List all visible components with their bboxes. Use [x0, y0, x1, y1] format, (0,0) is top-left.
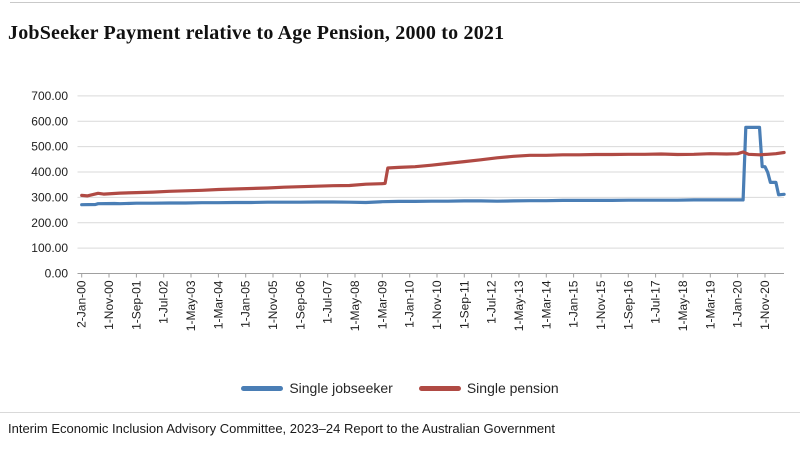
svg-text:200.00: 200.00: [31, 216, 68, 230]
x-axis-labels: 2-Jan-00 1-Nov-00 1-Sep-01 1-Jul-02 1-May-03…: [75, 280, 772, 331]
svg-text:1-Nov-10: 1-Nov-10: [430, 280, 444, 330]
jobseeker-line-swatch: [241, 385, 284, 391]
svg-text:700.00: 700.00: [31, 89, 68, 103]
svg-text:1-Jul-17: 1-Jul-17: [649, 280, 663, 324]
svg-text:1-Sep-01: 1-Sep-01: [129, 280, 143, 330]
svg-text:1-Nov-20: 1-Nov-20: [758, 280, 772, 330]
y-axis-labels: 0.00 100.00 200.00 300.00 400.00 500.00 600.00…: [31, 89, 68, 281]
svg-text:1-Jan-20: 1-Jan-20: [731, 280, 745, 328]
svg-text:1-May-08: 1-May-08: [348, 280, 362, 331]
source-caption: Interim Economic Inclusion Advisory Comm…: [8, 421, 555, 436]
svg-text:1-May-03: 1-May-03: [184, 280, 198, 331]
svg-text:100.00: 100.00: [31, 241, 68, 255]
gridlines: [77, 95, 784, 249]
svg-text:1-May-13: 1-May-13: [512, 280, 526, 331]
series-line-single-jobseeker: [80, 125, 786, 207]
svg-text:1-Sep-11: 1-Sep-11: [457, 280, 471, 329]
legend-label-single-jobseeker: Single jobseeker: [289, 380, 393, 396]
x-axis: [77, 273, 784, 278]
top-divider: [10, 2, 800, 3]
svg-text:300.00: 300.00: [31, 190, 68, 204]
svg-text:1-Nov-15: 1-Nov-15: [594, 280, 608, 330]
svg-text:1-Jul-12: 1-Jul-12: [485, 280, 499, 324]
chart-legend: Single jobseeker Single pension: [0, 377, 800, 399]
svg-text:1-Mar-04: 1-Mar-04: [211, 280, 225, 329]
svg-text:1-Mar-09: 1-Mar-09: [375, 280, 389, 329]
svg-text:1-Mar-14: 1-Mar-14: [539, 280, 553, 329]
series-line-single-pension: [80, 150, 786, 198]
svg-text:600.00: 600.00: [31, 114, 68, 128]
svg-text:1-Mar-19: 1-Mar-19: [703, 280, 717, 329]
payment-comparison-chart: 0.00 100.00 200.00 300.00 400.00 500.00 600.00…: [31, 89, 786, 331]
svg-text:0.00: 0.00: [45, 267, 69, 281]
svg-text:2-Jan-00: 2-Jan-00: [75, 280, 89, 328]
legend-item-single-pension: Single pension: [418, 380, 559, 396]
pension-line-swatch: [418, 385, 461, 391]
svg-text:1-May-18: 1-May-18: [676, 280, 690, 331]
svg-text:1-Sep-16: 1-Sep-16: [621, 280, 635, 330]
svg-text:1-Jan-10: 1-Jan-10: [403, 280, 417, 328]
svg-text:1-Jul-02: 1-Jul-02: [157, 280, 171, 324]
svg-text:1-Jan-15: 1-Jan-15: [567, 280, 581, 328]
legend-item-single-jobseeker: Single jobseeker: [241, 380, 393, 396]
svg-text:1-Sep-06: 1-Sep-06: [293, 280, 307, 330]
svg-text:1-Nov-00: 1-Nov-00: [102, 280, 116, 330]
svg-text:400.00: 400.00: [31, 165, 68, 179]
legend-label-single-pension: Single pension: [466, 380, 559, 396]
chart-title: JobSeeker Payment relative to Age Pensio…: [8, 22, 505, 44]
svg-text:1-Nov-05: 1-Nov-05: [266, 280, 280, 330]
svg-text:500.00: 500.00: [31, 140, 68, 154]
svg-text:1-Jan-05: 1-Jan-05: [239, 280, 253, 328]
svg-text:1-Jul-07: 1-Jul-07: [321, 280, 335, 324]
footer-divider: [0, 412, 800, 413]
